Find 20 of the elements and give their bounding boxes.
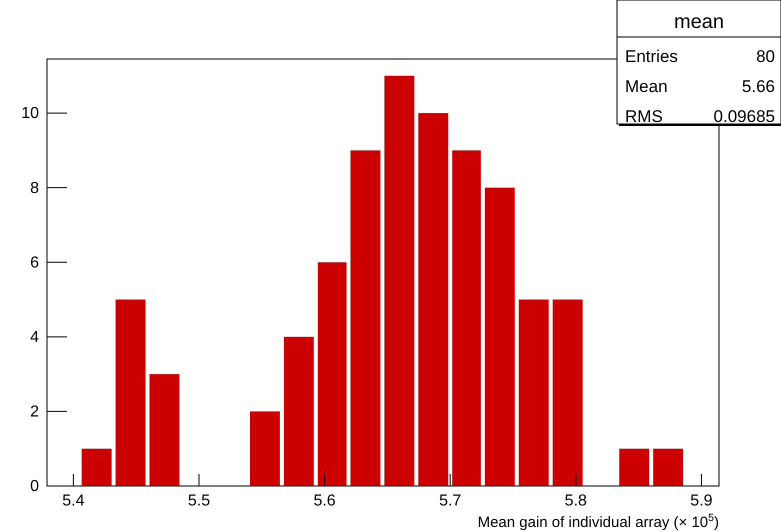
x-tick-label: 5.4 <box>62 492 85 510</box>
y-tick-label: 2 <box>30 404 40 421</box>
x-tick-label: 5.7 <box>439 492 462 510</box>
y-tick-label: 10 <box>21 105 40 122</box>
x-tick-label: 5.6 <box>313 492 336 510</box>
annotation: Mean <box>625 77 668 96</box>
x-tick-label: 5.9 <box>690 492 713 510</box>
x-tick-label: 5.8 <box>564 492 588 510</box>
text: mean <box>674 11 724 33</box>
x-tick-label: 5.5 <box>188 492 210 510</box>
y-tick-label: 4 <box>30 328 40 346</box>
annotation: RMS <box>625 107 663 126</box>
text: 5.66 <box>742 77 775 96</box>
y-tick-label: 8 <box>30 180 40 197</box>
y-tick-label: 0 <box>30 478 40 496</box>
text: 80 <box>756 47 775 66</box>
annotation: 0.09685 <box>714 107 775 126</box>
annotation: Entries <box>625 47 678 66</box>
y-tick-label: 6 <box>30 254 40 272</box>
x-axis-title: Mean gain of individual array (× 10$^{5}$) <box>478 512 719 531</box>
